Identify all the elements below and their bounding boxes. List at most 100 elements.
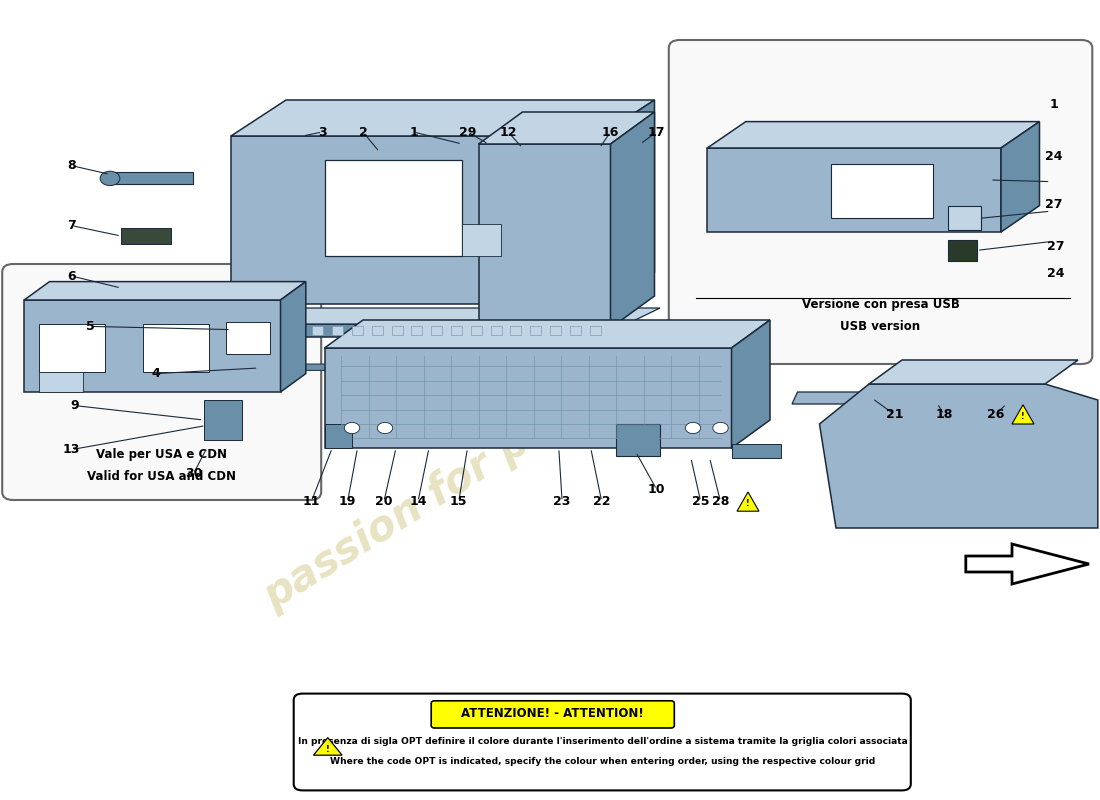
Text: 10: 10: [648, 483, 666, 496]
Text: 28: 28: [712, 495, 729, 508]
Polygon shape: [707, 148, 1001, 232]
Bar: [411, 326, 422, 335]
Polygon shape: [231, 100, 654, 136]
Bar: [253, 326, 264, 335]
Polygon shape: [24, 282, 306, 300]
Text: 1: 1: [1049, 98, 1058, 111]
Text: 27: 27: [1045, 198, 1063, 211]
Polygon shape: [24, 300, 280, 392]
Text: !: !: [746, 499, 750, 509]
Bar: [530, 326, 541, 335]
Polygon shape: [170, 364, 583, 370]
Text: 27: 27: [1047, 240, 1065, 253]
Polygon shape: [830, 164, 933, 218]
Text: 14: 14: [409, 495, 427, 508]
Polygon shape: [314, 738, 342, 755]
Polygon shape: [966, 544, 1089, 584]
Polygon shape: [324, 424, 352, 448]
Text: 24: 24: [1045, 150, 1063, 163]
Polygon shape: [121, 228, 170, 244]
Text: 1: 1: [409, 126, 418, 138]
Polygon shape: [478, 112, 654, 144]
Polygon shape: [891, 384, 908, 404]
Text: 21: 21: [886, 408, 903, 421]
Text: Versione con presa USB: Versione con presa USB: [802, 298, 959, 311]
Polygon shape: [732, 444, 781, 458]
Circle shape: [344, 422, 360, 434]
Text: !: !: [326, 745, 330, 754]
Polygon shape: [478, 144, 610, 328]
Polygon shape: [737, 492, 759, 511]
Polygon shape: [1001, 122, 1040, 232]
Text: 6: 6: [67, 270, 76, 282]
Text: 23: 23: [553, 495, 571, 508]
Polygon shape: [610, 112, 654, 328]
Circle shape: [377, 422, 393, 434]
Polygon shape: [280, 282, 306, 392]
Text: 12: 12: [499, 126, 517, 138]
Text: 3: 3: [318, 126, 327, 138]
Text: 13: 13: [63, 443, 80, 456]
Text: 7: 7: [67, 219, 76, 232]
Text: 25: 25: [692, 495, 710, 508]
Bar: [948, 240, 977, 261]
Bar: [332, 326, 343, 335]
Polygon shape: [732, 320, 770, 448]
Text: 4: 4: [152, 367, 161, 380]
Text: 22: 22: [593, 495, 611, 508]
Bar: [590, 326, 601, 335]
Bar: [510, 326, 521, 335]
Circle shape: [685, 422, 701, 434]
Polygon shape: [39, 372, 82, 392]
Polygon shape: [600, 100, 654, 304]
Polygon shape: [462, 224, 501, 256]
Polygon shape: [1012, 405, 1034, 424]
Polygon shape: [231, 136, 600, 304]
Text: Vale per USA e CDN: Vale per USA e CDN: [96, 448, 228, 461]
Text: 9: 9: [70, 399, 79, 412]
Polygon shape: [324, 160, 462, 256]
Text: In presenza di sigla OPT definire il colore durante l'inserimento dell'ordine a : In presenza di sigla OPT definire il col…: [298, 737, 908, 746]
Polygon shape: [231, 308, 660, 324]
Text: Valid for USA and CDN: Valid for USA and CDN: [87, 470, 237, 482]
Text: 30: 30: [185, 467, 202, 480]
Text: 20: 20: [375, 495, 393, 508]
Bar: [550, 326, 561, 335]
Polygon shape: [869, 360, 1078, 384]
Text: Where the code OPT is indicated, specify the colour when entering order, using t: Where the code OPT is indicated, specify…: [330, 757, 876, 766]
Bar: [471, 326, 482, 335]
Text: !: !: [1021, 412, 1025, 422]
Bar: [352, 326, 363, 335]
Text: 29: 29: [459, 126, 476, 138]
Polygon shape: [204, 400, 242, 440]
Bar: [293, 326, 304, 335]
Circle shape: [713, 422, 728, 434]
Text: 18: 18: [935, 408, 953, 421]
Bar: [491, 326, 502, 335]
Text: 11: 11: [302, 495, 320, 508]
Polygon shape: [707, 122, 1040, 148]
Bar: [431, 326, 442, 335]
Text: 17: 17: [648, 126, 666, 138]
FancyBboxPatch shape: [2, 264, 321, 500]
Polygon shape: [324, 348, 732, 448]
Polygon shape: [209, 324, 627, 337]
Polygon shape: [110, 172, 192, 184]
Text: 15: 15: [450, 495, 468, 508]
Text: 26: 26: [987, 408, 1004, 421]
Text: 19: 19: [339, 495, 356, 508]
Ellipse shape: [100, 171, 120, 186]
FancyBboxPatch shape: [669, 40, 1092, 364]
Polygon shape: [121, 282, 170, 296]
Bar: [948, 206, 981, 230]
Text: 2: 2: [359, 126, 367, 138]
Text: USB version: USB version: [840, 320, 921, 333]
Polygon shape: [616, 424, 660, 456]
Bar: [273, 326, 284, 335]
Text: 5: 5: [86, 320, 95, 333]
Polygon shape: [792, 392, 896, 404]
Text: 16: 16: [602, 126, 619, 138]
Text: 8: 8: [67, 159, 76, 172]
Polygon shape: [820, 384, 1098, 528]
Bar: [372, 326, 383, 335]
